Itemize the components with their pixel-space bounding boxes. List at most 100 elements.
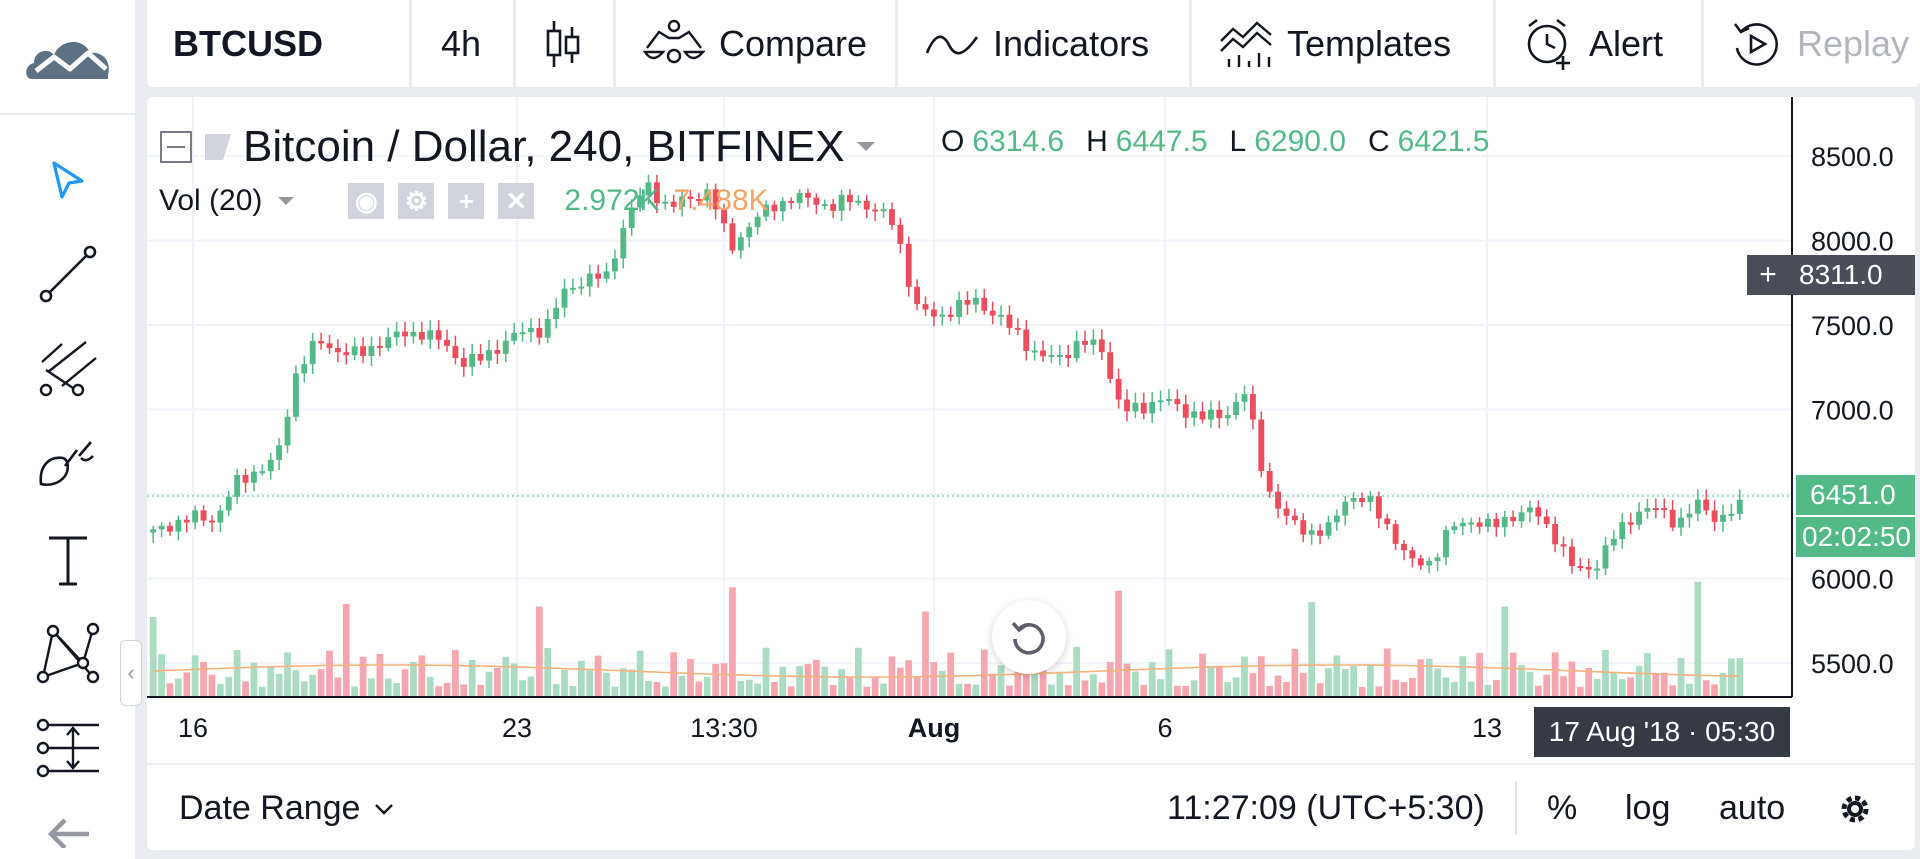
volume-bar [880, 683, 887, 697]
candle-down [721, 209, 727, 224]
candle-down [1317, 530, 1324, 536]
tradingview-logo[interactable] [0, 0, 135, 115]
volume-bar [896, 667, 904, 697]
indicators-button[interactable]: Indicators [913, 0, 1161, 87]
volume-bar [1686, 683, 1693, 697]
time-tick-label: 6 [1157, 713, 1172, 743]
candle-down [1174, 398, 1181, 405]
volume-bar [1526, 671, 1534, 697]
price-tick-label: 8500.0 [1811, 142, 1894, 172]
compare-button[interactable]: Compare [631, 0, 879, 87]
symbol-search-button[interactable]: BTCUSD [161, 0, 335, 87]
candle-down [805, 192, 811, 198]
timezone-clock[interactable]: 11:27:09 (UTC+5:30) [1167, 765, 1485, 850]
candle-up [754, 216, 761, 228]
eye-icon[interactable]: ◉ [348, 183, 385, 219]
candle-up [351, 346, 358, 356]
price-axis[interactable]: 8500.0 8000.0 7500.0 7000.0 6000.0 5500.0 [1811, 142, 1894, 679]
collapse-legend-icon[interactable] [159, 130, 193, 164]
volume-bar [661, 686, 669, 697]
candle-up [553, 307, 560, 319]
candle-down [595, 273, 602, 279]
reset-chart-button[interactable] [992, 600, 1066, 674]
templates-button[interactable]: Templates [1207, 0, 1463, 87]
candle-down [1216, 409, 1223, 419]
plus-icon[interactable]: + [448, 183, 485, 219]
toolbar-divider [1189, 0, 1192, 87]
measure-tool[interactable] [22, 708, 114, 788]
candle-down [318, 341, 325, 344]
volume-bar [309, 674, 317, 697]
auto-scale-button[interactable]: auto [1719, 765, 1785, 850]
candle-down [1384, 518, 1391, 525]
chart-type-button[interactable] [531, 0, 595, 87]
crosshair-price-value: 8311.0 [1799, 259, 1883, 290]
last-price-value: 6451.0 [1810, 479, 1896, 510]
candle-up [1501, 516, 1508, 528]
volume-label[interactable]: Vol (20) [159, 184, 263, 217]
trend-line-tool[interactable] [22, 234, 114, 314]
interval-button[interactable]: 4h [429, 0, 493, 87]
price-tick-label: 5500.0 [1811, 649, 1894, 679]
volume-bar [166, 683, 174, 697]
volume-bar [947, 652, 955, 697]
candle-up [1686, 513, 1693, 518]
collapse-toolbar-button[interactable]: ‹ [120, 640, 142, 706]
series-title[interactable]: Bitcoin / Dollar, 240, BITFINEX [243, 122, 845, 171]
back-tool[interactable] [22, 800, 114, 856]
volume-bar [1207, 665, 1215, 697]
high-key: H [1086, 125, 1108, 158]
candle-up [880, 209, 887, 212]
candle-up [737, 237, 744, 251]
candle-up [1678, 517, 1684, 528]
percent-scale-button[interactable]: % [1547, 765, 1577, 850]
candle-down [452, 345, 459, 359]
chart-settings-button[interactable] [1835, 765, 1875, 850]
candle-up [259, 471, 266, 474]
date-range-button[interactable]: Date Range [179, 765, 394, 850]
settings-icon[interactable]: ⚙ [398, 183, 435, 219]
pattern-tool[interactable] [22, 612, 114, 692]
flag-icon[interactable] [203, 132, 233, 162]
time-axis[interactable]: 16 23 13:30 Aug 6 13 [178, 713, 1502, 743]
alert-button[interactable]: Alert [1511, 0, 1675, 87]
candle-up [779, 200, 786, 212]
volume-bar [1140, 684, 1148, 697]
volume-bar [1341, 669, 1349, 697]
candle-up [175, 519, 182, 532]
replay-button[interactable]: Replay [1719, 0, 1920, 87]
volume-bar [997, 665, 1005, 697]
candle-down [183, 519, 190, 523]
candle-up [1619, 522, 1626, 540]
volume-bar [787, 686, 795, 697]
text-tool[interactable] [22, 520, 114, 600]
brush-tool[interactable] [22, 424, 114, 504]
volume-bar [1299, 672, 1307, 697]
volume-bar [1064, 685, 1072, 697]
pitchfork-tool[interactable] [22, 330, 114, 410]
log-scale-button[interactable]: log [1625, 765, 1670, 850]
volume-bar [1509, 652, 1517, 697]
volume-bar [561, 669, 568, 697]
candle-up [410, 331, 417, 337]
chevron-down-icon[interactable] [855, 140, 877, 154]
volume-bar [653, 681, 661, 697]
volume-bar [1266, 685, 1274, 697]
candle-up [1048, 355, 1055, 358]
close-icon[interactable]: ✕ [498, 183, 535, 219]
volume-bar [1199, 653, 1206, 697]
volume-bar [510, 663, 518, 697]
cursor-tool[interactable] [22, 142, 114, 222]
volume-bar [1719, 672, 1727, 697]
volume-bar [317, 669, 325, 697]
chevron-down-icon[interactable] [276, 195, 296, 207]
volume-bar [216, 683, 224, 697]
volume-bar [1232, 677, 1240, 697]
plus-icon[interactable]: + [1759, 258, 1777, 291]
volume-bar [435, 686, 442, 697]
volume-bar [1492, 680, 1500, 697]
candle-down [687, 196, 694, 199]
countdown-value: 02:02:50 [1802, 521, 1911, 552]
crosshair-time-label: 17 Aug '18 · 05:30 [1534, 707, 1790, 757]
chart-canvas[interactable]: 8500.0 8000.0 7500.0 7000.0 6000.0 5500.0 16 2… [147, 97, 1915, 763]
